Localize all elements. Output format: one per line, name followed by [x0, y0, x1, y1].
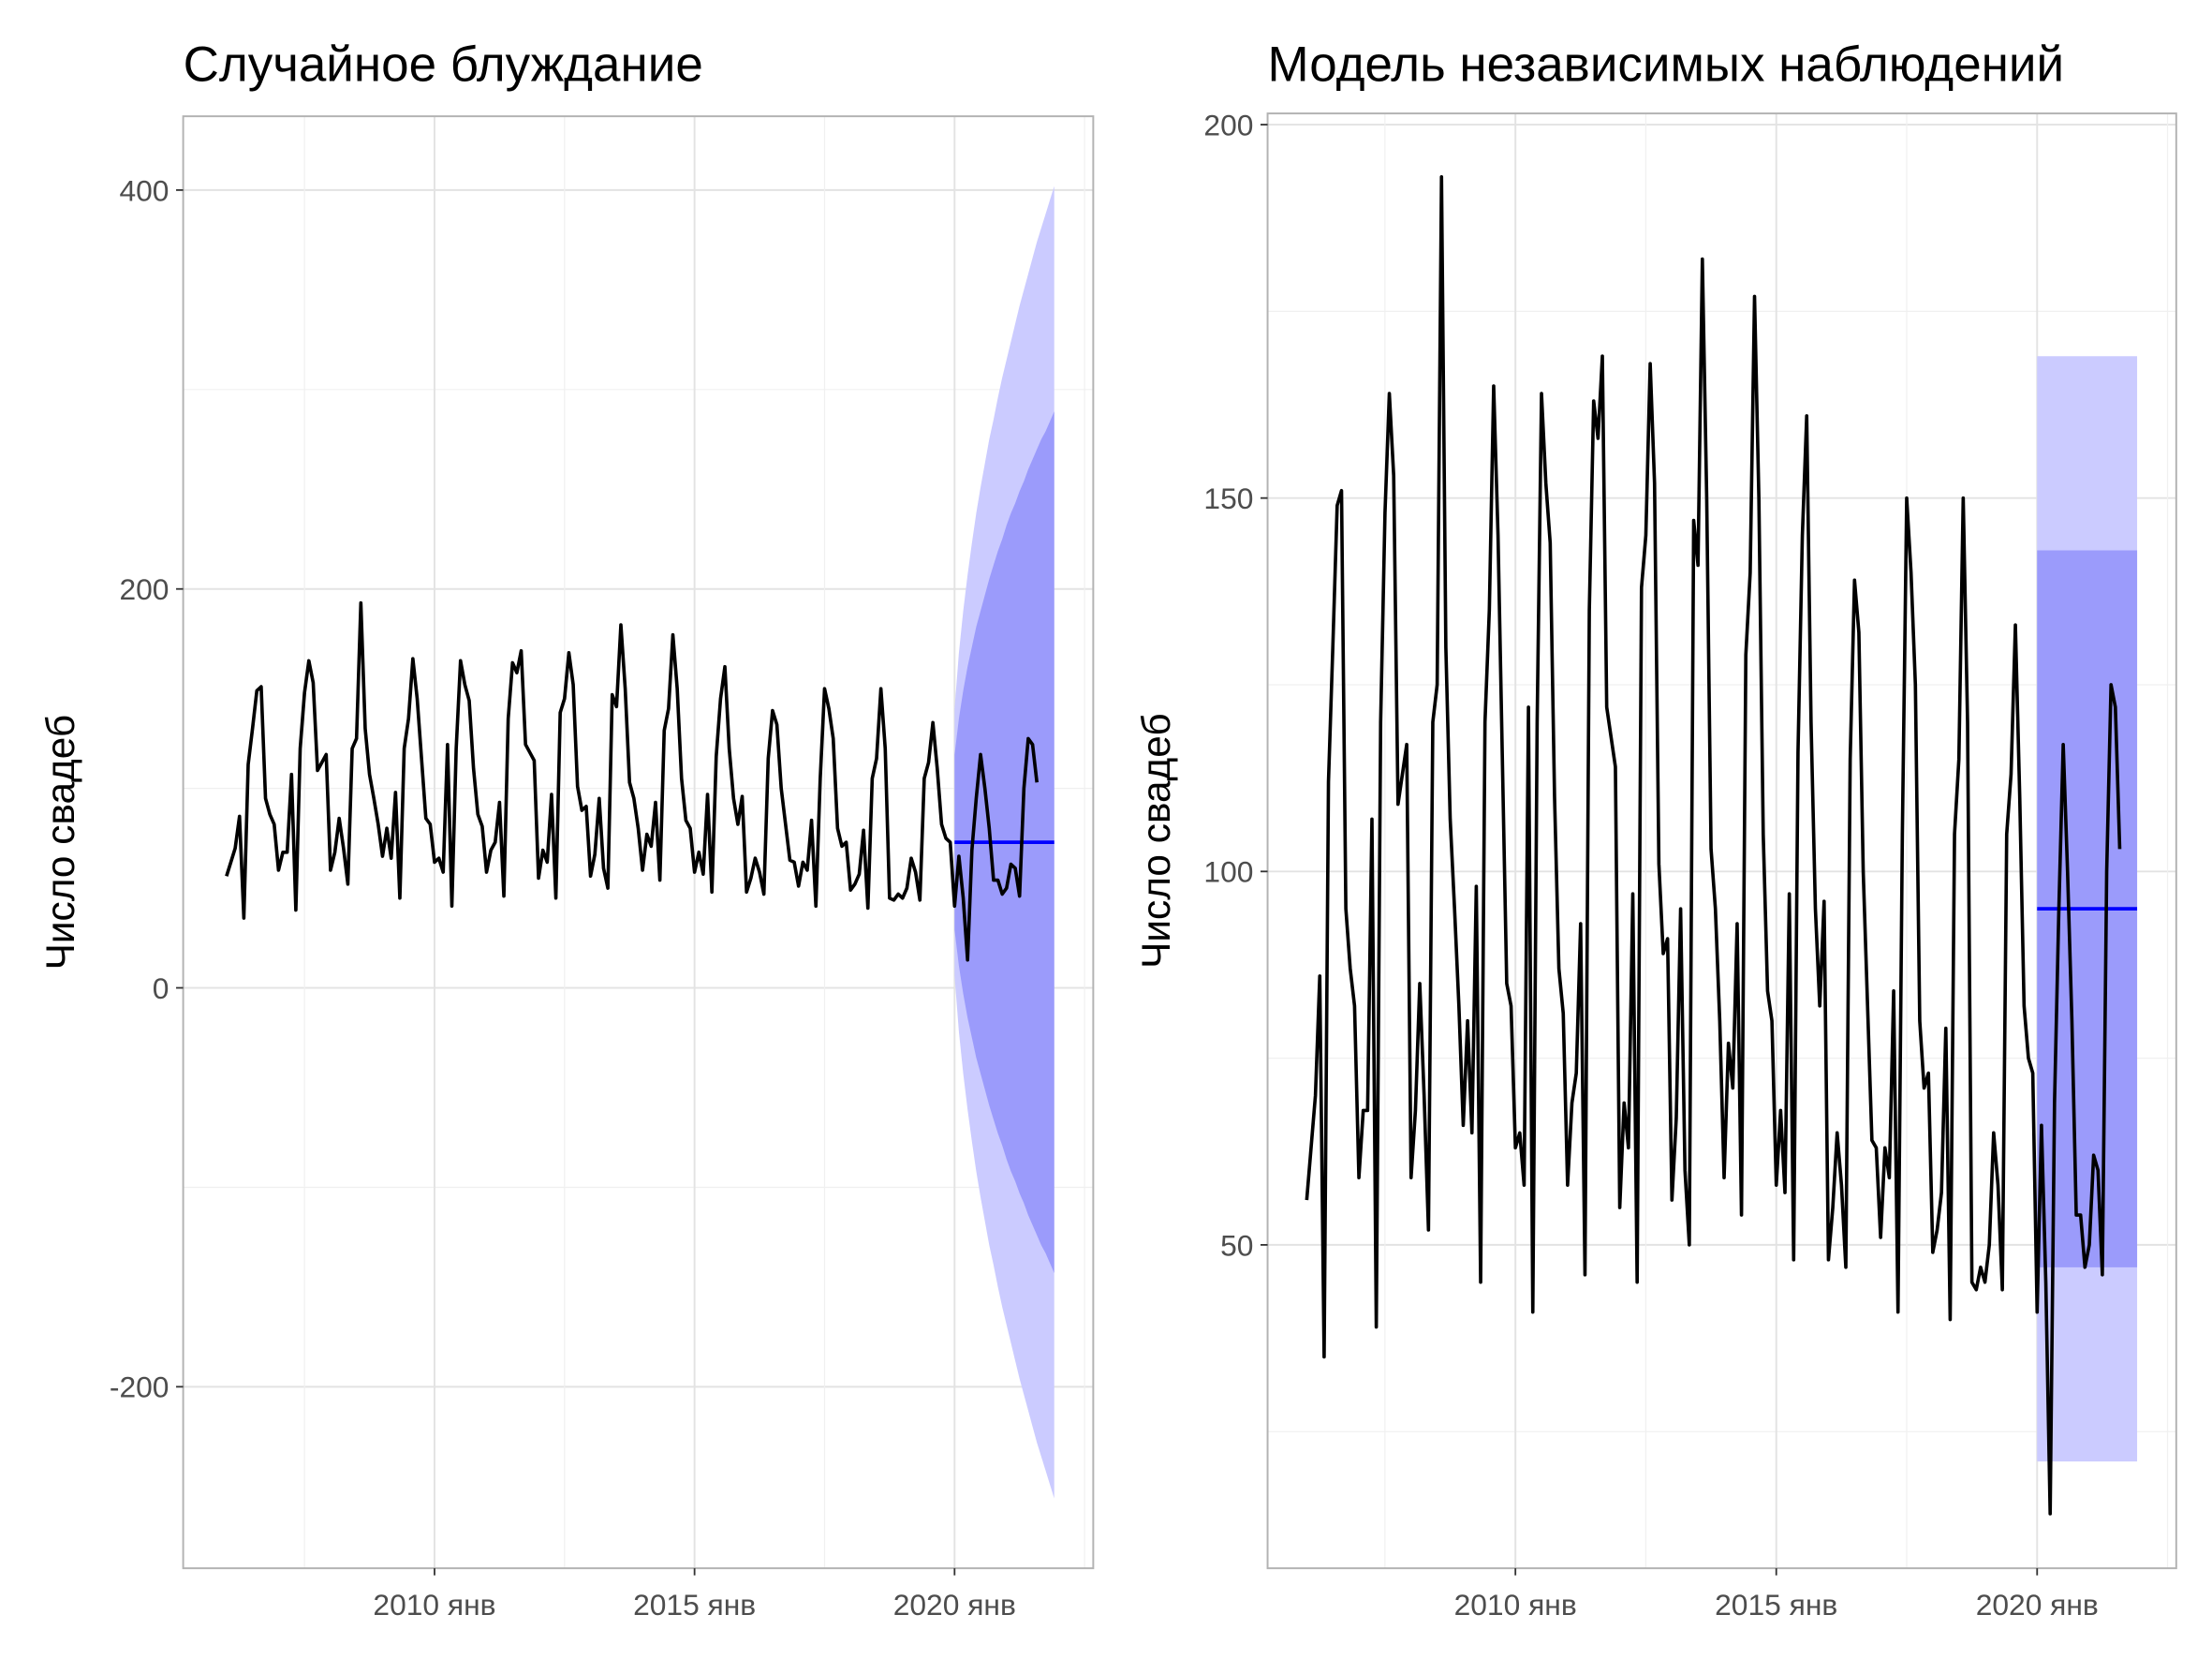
y-tick-label: 200: [1203, 108, 1253, 141]
y-tick-label: 200: [119, 572, 169, 606]
y-tick-label: -200: [110, 1370, 170, 1404]
y-tick-label: 0: [153, 971, 170, 1005]
x-tick-label: 2010 янв: [373, 1588, 495, 1622]
chart-title: Модель независимых наблюдений: [1268, 37, 2065, 92]
panel-border: [1266, 112, 2177, 1570]
x-tick-label: 2015 янв: [633, 1588, 756, 1622]
y-tick-label: 400: [119, 173, 169, 207]
panel-border: [182, 115, 1095, 1570]
x-tick-label: 2020 янв: [1976, 1588, 2099, 1622]
data-line: [1305, 175, 2122, 1516]
y-tick-label: 100: [1203, 855, 1253, 889]
y-tick-label: 150: [1203, 481, 1253, 515]
chart-title: Случайное блуждание: [184, 37, 703, 92]
x-tick-label: 2020 янв: [893, 1588, 1016, 1622]
y-tick-label: 50: [1220, 1228, 1253, 1262]
data-line: [225, 600, 1040, 962]
y-axis-label: Число свадеб: [38, 715, 82, 970]
x-tick-label: 2015 янв: [1715, 1588, 1837, 1622]
y-axis-label: Число свадеб: [1134, 713, 1178, 969]
x-tick-label: 2010 янв: [1454, 1588, 1577, 1622]
